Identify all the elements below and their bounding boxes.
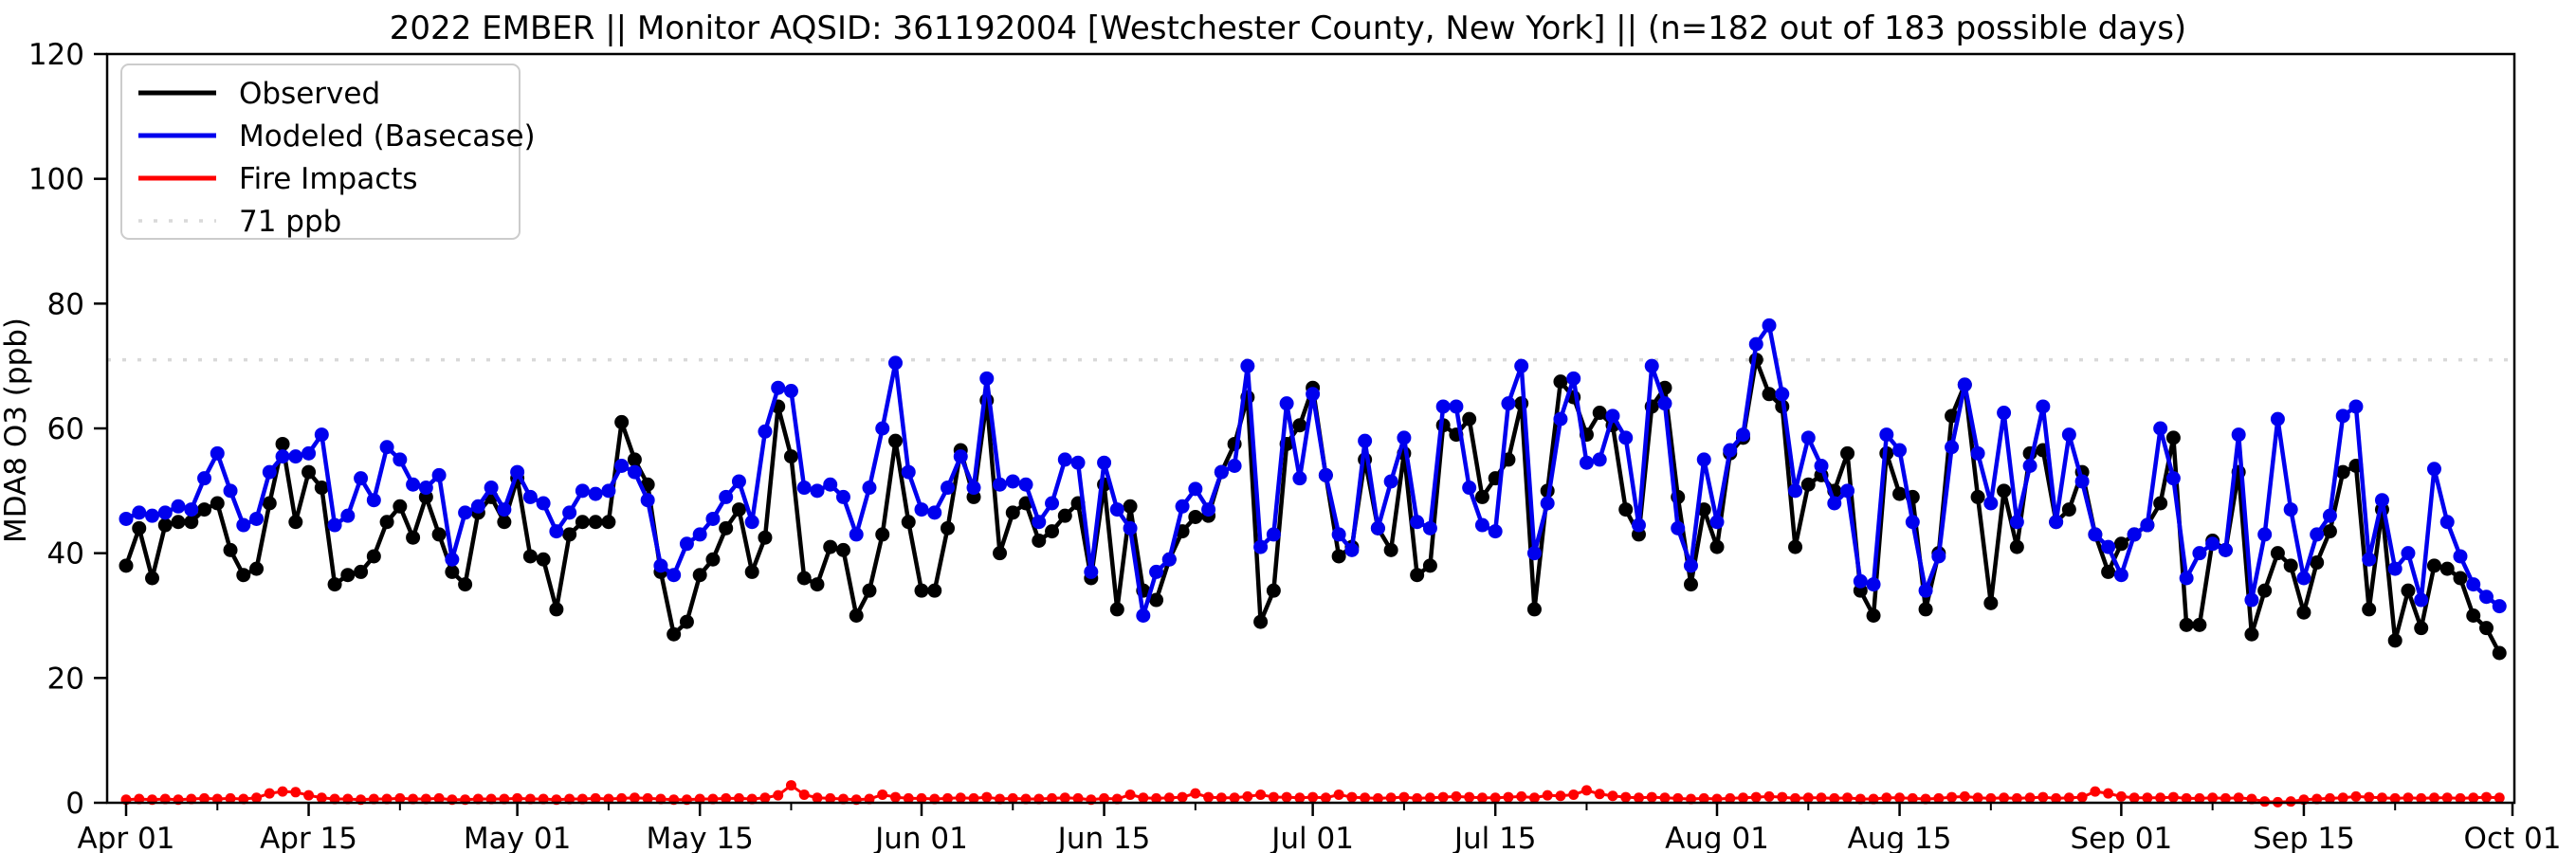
legend-label-modeled-basecase: Modeled (Basecase) — [239, 119, 536, 154]
legend-label-71-ppb: 71 ppb — [239, 205, 341, 239]
x-tick-label: Sep 01 — [2071, 822, 2173, 853]
x-tick-label: May 15 — [646, 822, 753, 853]
x-tick-label: Jul 15 — [1452, 822, 1537, 853]
x-tick-label: Apr 01 — [78, 822, 175, 853]
y-tick-label: 80 — [47, 287, 84, 321]
y-tick-label: 60 — [47, 412, 84, 446]
x-tick-label: Sep 15 — [2253, 822, 2355, 853]
x-tick-label: Oct 01 — [2464, 822, 2562, 853]
y-axis-ticks: 0 20 40 60 80 100 120 — [28, 38, 107, 821]
legend: Observed Modeled (Basecase) Fire Impacts 71… — [120, 64, 536, 240]
x-tick-label: Jun 15 — [1056, 822, 1151, 853]
chart-title: 2022 EMBER || Monitor AQSID: 361192004 [… — [389, 9, 2187, 47]
x-tick-label: Apr 15 — [260, 822, 357, 853]
series-modeled-basecase — [119, 318, 2507, 623]
x-tick-label: May 01 — [464, 822, 571, 853]
y-tick-label: 100 — [28, 163, 84, 197]
x-tick-label: Jun 01 — [873, 822, 968, 853]
legend-label-fire-impacts: Fire Impacts — [239, 162, 418, 196]
x-tick-label: Jul 01 — [1270, 822, 1354, 853]
y-tick-label: 40 — [47, 537, 84, 572]
x-axis-ticks: Apr 01 Apr 15 May 01 May 15 Jun 01 Jun 15 Jul … — [78, 803, 2562, 853]
legend-label-observed: Observed — [239, 77, 380, 111]
x-tick-label: Aug 01 — [1665, 822, 1769, 853]
y-tick-label: 120 — [28, 38, 84, 72]
y-tick-label: 0 — [65, 787, 84, 821]
x-tick-label: Aug 15 — [1848, 822, 1952, 853]
y-tick-label: 20 — [47, 662, 84, 696]
